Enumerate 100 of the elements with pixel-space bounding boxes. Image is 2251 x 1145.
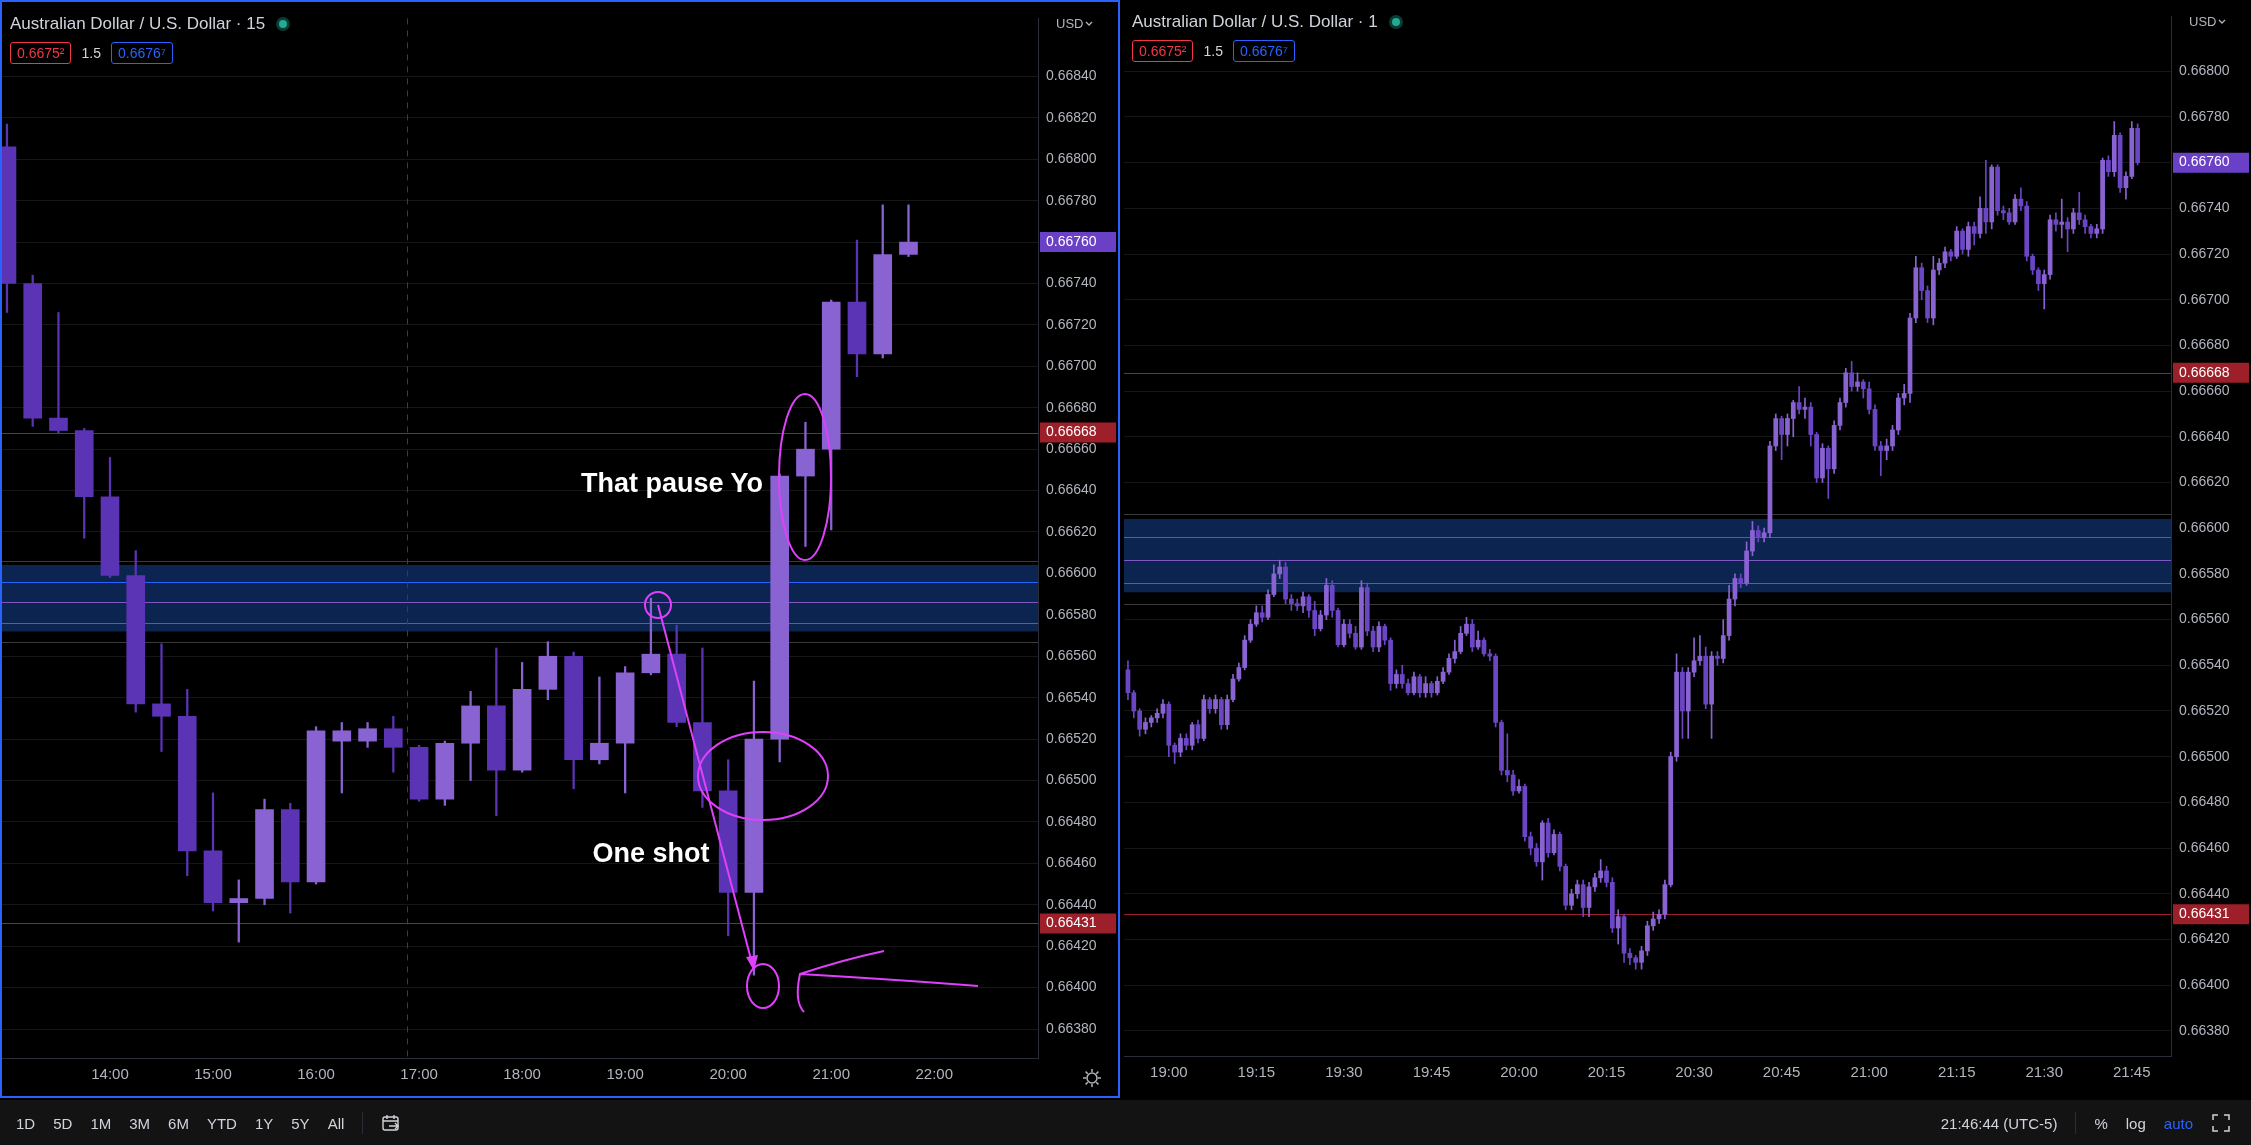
y-tick-label: 0.66680 xyxy=(1046,398,1097,415)
x-tick-label: 20:00 xyxy=(709,1065,747,1083)
text: auto xyxy=(2163,1114,2193,1132)
y-tick-label: 0.66500 xyxy=(1046,771,1097,788)
text: 5Y xyxy=(291,1114,310,1132)
text: 6M xyxy=(168,1114,189,1132)
x-tick-label: 22:00 xyxy=(915,1065,954,1083)
x-tick-label: 21:45 xyxy=(2113,1063,2151,1081)
y-tick-label: 0.66780 xyxy=(1046,191,1097,208)
candlestick xyxy=(590,676,609,765)
y-tick-label: 0.66740 xyxy=(2179,199,2230,216)
y-tick-label: 0.66760 xyxy=(2179,153,2230,170)
y-tick-label: 0.66760 xyxy=(1046,232,1097,249)
text: 3M xyxy=(129,1114,151,1132)
y-tick-label: 0.66540 xyxy=(1046,688,1097,705)
text: 5D xyxy=(53,1114,73,1132)
annotation: 0.6676⁷ xyxy=(110,42,173,64)
y-tick-label: 0.66480 xyxy=(1046,812,1097,829)
y-axis-title: USD xyxy=(2189,14,2217,29)
annotation: 0.6675² xyxy=(1132,40,1194,62)
y-tick-label: 0.66380 xyxy=(1046,1019,1097,1036)
y-tick-label: 0.66800 xyxy=(1046,150,1097,167)
annotation: 0.6675² xyxy=(10,42,72,64)
text: 21:46:44 (UTC-5) xyxy=(1940,1114,2058,1132)
y-tick-label: 0.66560 xyxy=(2179,610,2230,627)
y-tick-label: 0.66620 xyxy=(1046,522,1097,539)
text: log xyxy=(2125,1114,2146,1132)
y-tick-label: 0.66660 xyxy=(1046,440,1097,457)
y-tick-label: 0.66520 xyxy=(2179,701,2230,718)
y-tick-label: 0.66420 xyxy=(1046,937,1097,954)
y-tick-label: 0.66400 xyxy=(1046,978,1097,995)
y-tick-label: 0.66440 xyxy=(2179,884,2230,901)
ref-line-label: 0.66431 xyxy=(1046,914,1097,931)
x-tick-label: 17:00 xyxy=(400,1065,438,1083)
y-tick-label: 0.66680 xyxy=(2179,336,2230,353)
y-tick-label: 0.66780 xyxy=(2179,107,2230,124)
chart-title: Australian Dollar / U.S. Dollar · 15 xyxy=(10,14,266,34)
y-tick-label: 0.66720 xyxy=(1046,315,1097,332)
text: YTD xyxy=(206,1114,237,1132)
x-tick-label: 19:45 xyxy=(1412,1063,1451,1081)
annotation: One shot xyxy=(592,837,710,869)
y-tick-label: 0.66800 xyxy=(2179,62,2230,79)
y-tick-label: 0.66560 xyxy=(1046,647,1097,664)
ref-line-label: 0.66668 xyxy=(2179,363,2230,380)
x-tick-label: 20:45 xyxy=(1762,1063,1801,1081)
annotation: 1.5 xyxy=(1203,43,1223,59)
y-tick-label: 0.66620 xyxy=(2179,473,2230,490)
x-tick-label: 19:15 xyxy=(1237,1063,1276,1081)
y-tick-label: 0.66640 xyxy=(1046,481,1097,498)
chart-title: Australian Dollar / U.S. Dollar · 1 xyxy=(1132,12,1378,32)
y-tick-label: 0.66420 xyxy=(2179,930,2230,947)
text: 1M xyxy=(90,1114,112,1132)
text: All xyxy=(327,1114,345,1132)
y-tick-label: 0.66740 xyxy=(1046,274,1097,291)
x-tick-label: 20:30 xyxy=(1675,1063,1713,1081)
x-tick-label: 19:30 xyxy=(1325,1063,1363,1081)
x-tick-label: 19:00 xyxy=(606,1065,644,1083)
y-tick-label: 0.66580 xyxy=(2179,564,2230,581)
y-tick-label: 0.66700 xyxy=(2179,290,2230,307)
x-tick-label: 18:00 xyxy=(503,1065,541,1083)
text: 1D xyxy=(16,1114,36,1132)
y-tick-label: 0.66600 xyxy=(2179,519,2230,536)
candlestick xyxy=(899,204,918,257)
candlestick xyxy=(152,643,171,752)
annotation: 0.6676⁷ xyxy=(1232,40,1295,62)
x-tick-label: 21:00 xyxy=(1850,1063,1888,1081)
ref-line-label: 0.66668 xyxy=(1046,423,1097,440)
y-tick-label: 0.66840 xyxy=(1046,67,1097,84)
y-tick-label: 0.66700 xyxy=(1046,357,1097,374)
candlestick xyxy=(2059,198,2065,239)
x-tick-label: 21:15 xyxy=(1937,1063,1976,1081)
y-axis-title: USD xyxy=(1056,16,1084,31)
y-tick-label: 0.66400 xyxy=(2179,976,2230,993)
y-tick-label: 0.66580 xyxy=(1046,605,1097,622)
x-tick-label: 20:15 xyxy=(1587,1063,1626,1081)
y-tick-label: 0.66720 xyxy=(2179,244,2230,261)
y-tick-label: 0.66600 xyxy=(1046,564,1097,581)
y-tick-label: 0.66640 xyxy=(2179,427,2230,444)
candlestick xyxy=(1878,441,1884,476)
candlestick xyxy=(796,421,815,547)
text: % xyxy=(2094,1114,2108,1132)
ref-line-label: 0.66431 xyxy=(2179,905,2230,922)
annotation: 1.5 xyxy=(81,45,101,61)
x-tick-label: 20:00 xyxy=(1500,1063,1538,1081)
y-tick-label: 0.66520 xyxy=(1046,729,1097,746)
y-tick-label: 0.66500 xyxy=(2179,747,2230,764)
y-tick-label: 0.66460 xyxy=(1046,854,1097,871)
x-tick-label: 15:00 xyxy=(194,1065,232,1083)
y-tick-label: 0.66540 xyxy=(2179,656,2230,673)
text: 1Y xyxy=(254,1114,274,1132)
candlestick xyxy=(49,312,68,433)
annotation: That pause Yo xyxy=(580,467,764,499)
x-tick-label: 14:00 xyxy=(91,1065,129,1083)
y-tick-label: 0.66440 xyxy=(1046,895,1097,912)
y-tick-label: 0.66460 xyxy=(2179,838,2230,855)
y-tick-label: 0.66820 xyxy=(1046,108,1097,125)
y-tick-label: 0.66380 xyxy=(2179,1021,2230,1038)
x-tick-label: 19:00 xyxy=(1150,1063,1188,1081)
x-tick-label: 16:00 xyxy=(297,1065,335,1083)
y-tick-label: 0.66660 xyxy=(2179,381,2230,398)
